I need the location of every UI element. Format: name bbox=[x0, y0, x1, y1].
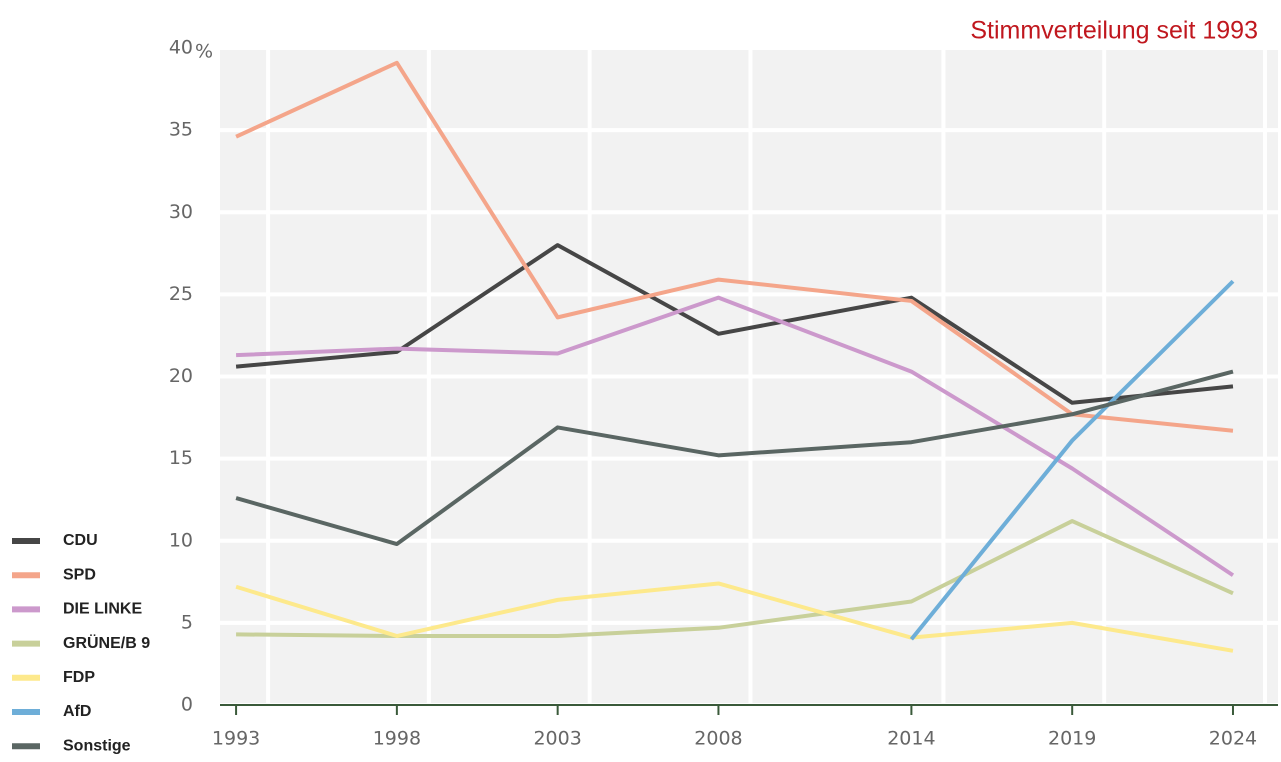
series-line bbox=[235, 369, 1234, 547]
legend-label: CDU bbox=[63, 532, 98, 549]
legend-label: Sonstige bbox=[63, 737, 131, 754]
x-tick-label: 2019 bbox=[1048, 728, 1096, 750]
y-tick-label: 0 bbox=[181, 694, 193, 716]
y-tick-label: 5 bbox=[181, 611, 193, 633]
x-tick-label: 1998 bbox=[373, 728, 421, 750]
y-tick-label: 30 bbox=[169, 201, 193, 223]
y-tick-label: 35 bbox=[169, 119, 193, 141]
x-tick-label: 1993 bbox=[212, 728, 260, 750]
series-line bbox=[235, 295, 1235, 577]
legend-label: AfD bbox=[63, 703, 91, 720]
x-tick-label: 2014 bbox=[887, 728, 935, 750]
series-line bbox=[235, 581, 1234, 653]
legend-label: SPD bbox=[63, 566, 96, 583]
y-tick-label: 40 bbox=[169, 37, 193, 59]
y-tick-label: 10 bbox=[169, 529, 193, 551]
y-tick-label: 20 bbox=[169, 365, 193, 387]
y-tick-label: 15 bbox=[169, 447, 193, 469]
y-tick-label: 25 bbox=[169, 283, 193, 305]
legend-label: GRÜNE/B 9 bbox=[63, 633, 150, 652]
x-tick-label: 2008 bbox=[694, 728, 742, 750]
legend-label: FDP bbox=[63, 669, 95, 686]
chart-title: Stimmverteilung seit 1993 bbox=[970, 17, 1258, 45]
x-tick-label: 2024 bbox=[1209, 728, 1257, 750]
series-line bbox=[235, 243, 1234, 405]
series-line bbox=[909, 279, 1235, 641]
legend-label: DIE LINKE bbox=[63, 601, 142, 618]
y-unit: % bbox=[195, 41, 213, 63]
x-tick-label: 2003 bbox=[533, 728, 581, 750]
